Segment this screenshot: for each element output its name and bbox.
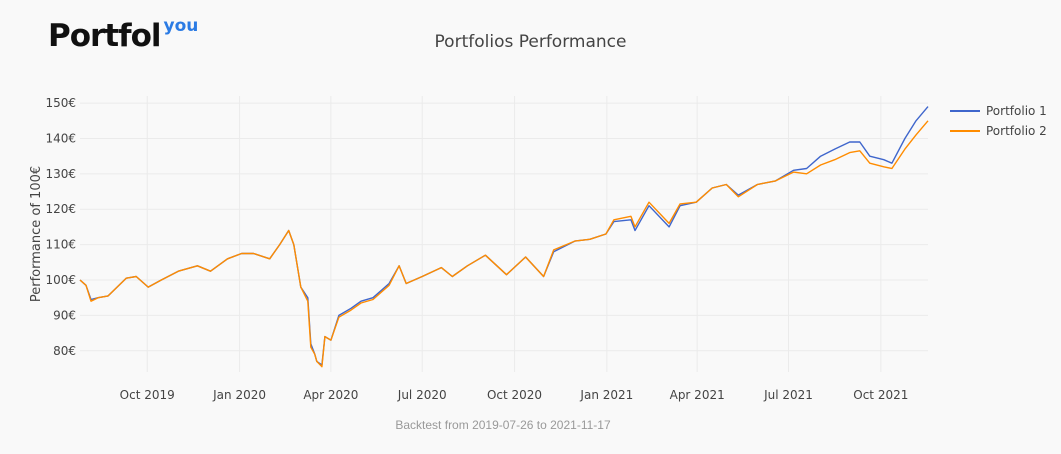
y-tick-label: 110€ xyxy=(45,238,76,252)
y-tick-label: 90€ xyxy=(53,308,76,322)
grid-lines xyxy=(80,96,928,372)
x-tick-label: Jul 2020 xyxy=(397,388,447,402)
x-tick-label: Oct 2021 xyxy=(853,388,908,402)
x-tick-label: Jan 2021 xyxy=(579,388,633,402)
plot-background xyxy=(80,96,928,372)
chart-title: Portfolios Performance xyxy=(434,32,627,52)
y-tick-labels: 80€ 90€ 100€ 110€ 120€ 130€ 140€ 150€ xyxy=(45,96,76,358)
portfolyou-logo: Portfol you xyxy=(48,16,198,54)
legend[interactable]: Portfolio 1 Portfolio 2 xyxy=(950,104,1047,138)
legend-item[interactable]: Portfolio 2 xyxy=(950,124,1047,138)
legend-item[interactable]: Portfolio 1 xyxy=(950,104,1047,118)
y-tick-label: 130€ xyxy=(45,167,76,181)
series-lines xyxy=(79,106,929,368)
x-tick-label: Apr 2020 xyxy=(303,388,358,402)
y-tick-label: 150€ xyxy=(45,96,76,110)
y-tick-label: 120€ xyxy=(45,202,76,216)
x-tick-label: Apr 2021 xyxy=(670,388,725,402)
series-line-2 xyxy=(79,120,929,368)
x-tick-label: Oct 2020 xyxy=(487,388,542,402)
logo-sup-text: you xyxy=(163,16,199,36)
y-tick-label: 80€ xyxy=(53,344,76,358)
backtest-footnote: Backtest from 2019-07-26 to 2021-11-17 xyxy=(395,418,611,432)
y-tick-label: 140€ xyxy=(45,131,76,145)
x-tick-label: Jul 2021 xyxy=(763,388,813,402)
y-tick-label: 100€ xyxy=(45,273,76,287)
y-axis-label: Performance of 100€ xyxy=(29,166,44,302)
x-tick-label: Jan 2020 xyxy=(212,388,266,402)
logo-main-text: Portfol xyxy=(48,18,162,54)
x-tick-labels: Oct 2019 Jan 2020 Apr 2020 Jul 2020 Oct 2020… xyxy=(120,388,909,402)
x-tick-label: Oct 2019 xyxy=(120,388,175,402)
legend-label: Portfolio 1 xyxy=(986,104,1047,118)
legend-label: Portfolio 2 xyxy=(986,124,1047,138)
